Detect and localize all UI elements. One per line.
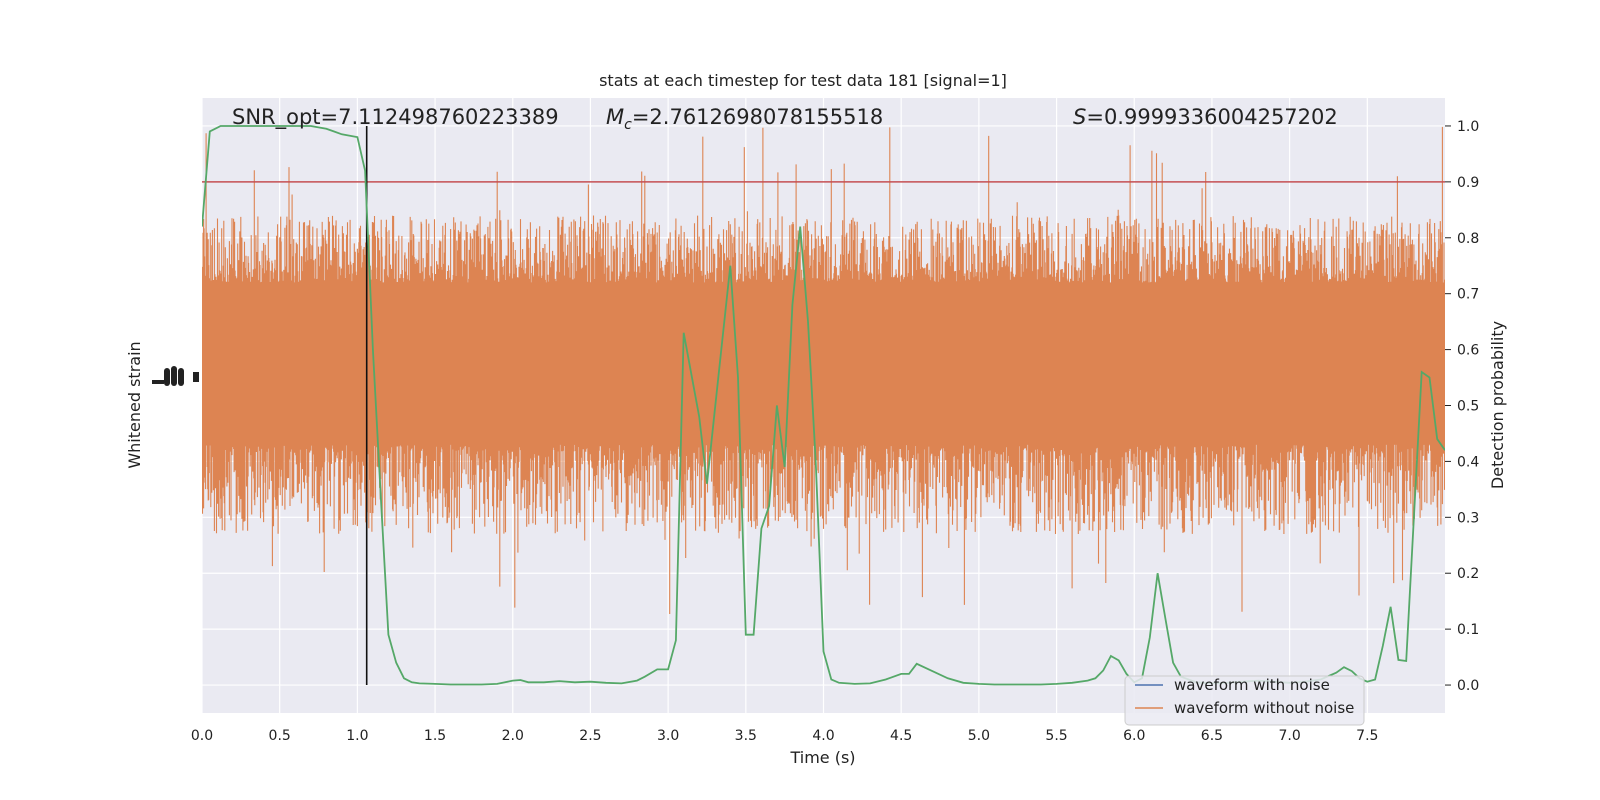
right-y-axis-ticks: 0.0 0.1 0.2 0.3 0.4 0.5 0.6 0.7 0.8 0.9 1.0 bbox=[1445, 119, 1479, 694]
legend-box bbox=[1124, 675, 1365, 726]
score-symbol: S bbox=[1073, 105, 1086, 129]
y-tick-label: 0.7 bbox=[1457, 287, 1479, 303]
x-tick-label: 2.5 bbox=[579, 728, 601, 744]
chirp-mass-annotation: Mc=2.7612698078155518 bbox=[606, 105, 883, 133]
legend: waveform with noise waveform without noi… bbox=[1124, 675, 1365, 726]
y-tick-label: 0.3 bbox=[1457, 510, 1479, 526]
x-tick-label: 2.0 bbox=[502, 728, 524, 744]
y-tick-label: 0.5 bbox=[1457, 399, 1479, 415]
left-y-axis-tick-marks bbox=[152, 366, 199, 386]
legend-label-without-noise: waveform without noise bbox=[1174, 699, 1354, 717]
x-tick-label: 3.5 bbox=[735, 728, 757, 744]
x-tick-label: 1.0 bbox=[346, 728, 368, 744]
x-tick-label: 0.0 bbox=[191, 728, 213, 744]
x-tick-label: 6.5 bbox=[1201, 728, 1223, 744]
y-tick-label: 0.6 bbox=[1457, 343, 1479, 359]
x-tick-label: 3.0 bbox=[657, 728, 679, 744]
x-tick-label: 4.0 bbox=[812, 728, 834, 744]
chirp-mass-symbol: M bbox=[606, 105, 624, 129]
y-tick-label: 0.2 bbox=[1457, 566, 1479, 582]
right-y-axis-label: Detection probability bbox=[1488, 321, 1507, 489]
x-tick-label: 4.5 bbox=[890, 728, 912, 744]
x-tick-label: 7.0 bbox=[1278, 728, 1300, 744]
chart-title: stats at each timestep for test data 181… bbox=[599, 71, 1007, 90]
y-tick-label: 0.1 bbox=[1457, 622, 1479, 638]
y-tick-label: 0.4 bbox=[1457, 454, 1479, 470]
y-tick-label: 0.0 bbox=[1457, 678, 1479, 694]
y-tick-label: 0.8 bbox=[1457, 231, 1479, 247]
x-tick-label: 1.5 bbox=[424, 728, 446, 744]
x-tick-label: 6.0 bbox=[1123, 728, 1145, 744]
x-tick-label: 0.5 bbox=[269, 728, 291, 744]
snr-annotation: SNR_opt=7.112498760223389 bbox=[232, 105, 559, 130]
x-tick-label: 5.0 bbox=[968, 728, 990, 744]
legend-label-with-noise: waveform with noise bbox=[1174, 676, 1330, 694]
x-axis-label: Time (s) bbox=[789, 748, 855, 767]
x-tick-label: 5.5 bbox=[1045, 728, 1067, 744]
score-annotation: S=0.9999336004257202 bbox=[1073, 105, 1338, 129]
score-value: =0.9999336004257202 bbox=[1086, 105, 1337, 129]
x-tick-label: 7.5 bbox=[1356, 728, 1378, 744]
y-tick-label: 0.9 bbox=[1457, 175, 1479, 191]
strain-series-without-noise bbox=[202, 126, 1445, 614]
chirp-mass-value: =2.7612698078155518 bbox=[632, 105, 883, 129]
y-tick-label: 1.0 bbox=[1457, 119, 1479, 135]
strain-spikes bbox=[202, 126, 1445, 614]
chirp-mass-subscript: c bbox=[624, 117, 632, 133]
x-axis-ticks: 0.0 0.5 1.0 1.5 2.0 2.5 3.0 3.5 4.0 4.5 5.0 5.5 6.0 6… bbox=[191, 728, 1379, 744]
left-y-axis-label: Whitened strain bbox=[125, 341, 144, 468]
